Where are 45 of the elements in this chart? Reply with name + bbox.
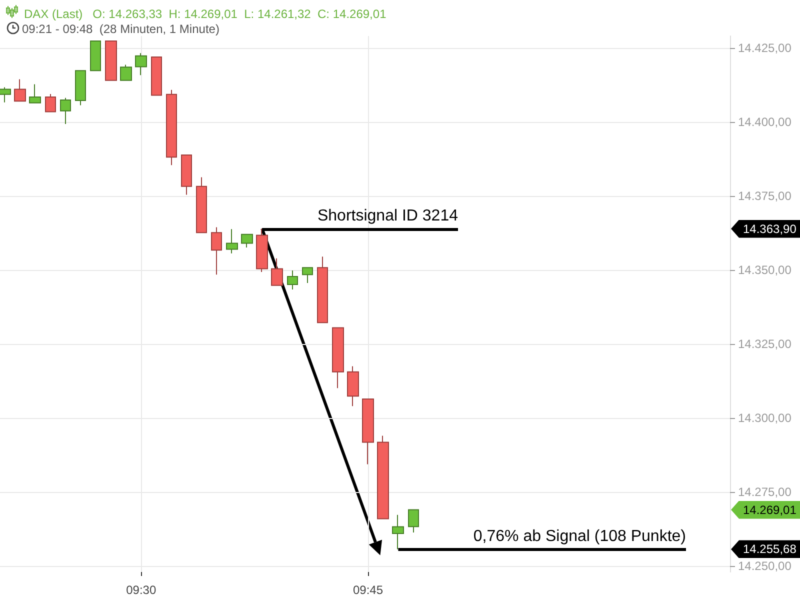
y-tick-label: 14.250,00 [738,559,792,574]
candlestick [271,258,283,286]
x-tick-label: 09:30 [126,583,156,597]
y-tick-label: 14.300,00 [738,411,792,426]
candlestick [0,86,11,103]
candlestick [377,435,389,520]
text: 14.363,90 [731,220,800,238]
candlestick [90,40,101,72]
candlestick [196,176,207,234]
candlestick [362,398,374,465]
candlestick [332,327,344,389]
y-tick-label: 14.350,00 [738,262,792,277]
candlestick [211,226,222,276]
candlestick [135,52,147,76]
candlestick [408,509,419,534]
y-tick-label: 14.400,00 [738,114,792,129]
ref-line-label: Shortsignal ID 3214 [317,207,458,224]
y-tick-label: 14.325,00 [738,336,792,351]
candlestick [14,78,26,102]
text: 09:21 - 09:48 (28 Minuten, 1 Minute) [21,21,220,37]
candlestick [347,366,359,407]
candlestick [45,94,56,112]
candlestick [317,256,328,324]
candlestick [166,89,177,166]
candlestick [392,514,404,550]
ref-line-label: 0,76% ab Signal (108 Punkte) [473,528,686,545]
candlestick [287,270,298,290]
candlestick [75,70,86,106]
y-tick-label: 14.275,00 [738,485,792,500]
candlestick [60,97,71,124]
candlestick [151,56,162,96]
candlestick [181,154,192,196]
x-tick-label: 09:45 [352,583,384,597]
text: 14.269,01 [731,500,800,519]
candlestick [256,228,268,273]
y-tick-label: 14.425,00 [738,40,792,55]
candlestick [226,228,238,254]
chart-title: DAX (Last) O: 14.263,33 H: 14.269,01 L: 14.261,32 C: 14.269,01 [24,7,386,21]
candlestick [120,64,132,81]
candlestick [302,267,313,284]
y-tick-label: 14.375,00 [738,188,792,203]
candlestick [105,40,117,81]
text: 14.255,68 [731,540,800,558]
candlestick [29,84,41,104]
candlestick [241,234,253,248]
